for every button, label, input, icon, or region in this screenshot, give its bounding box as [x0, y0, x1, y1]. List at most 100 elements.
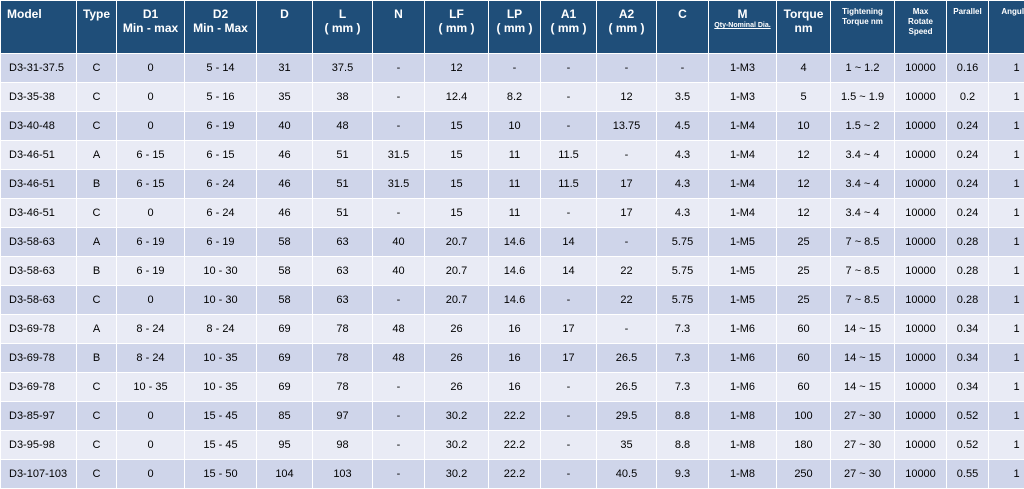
cell-torque: 5	[776, 82, 831, 112]
cell-tightening-torque: 1.5 ~ 1.9	[830, 82, 895, 112]
col-header-m: M Qty-Nominal Dia.	[708, 0, 777, 54]
col-header-angular: Angular	[988, 0, 1024, 54]
cell-n: -	[372, 285, 425, 315]
table-row: D3-58-63 B 6 - 19 10 - 30 58 63 40 20.7 14.6 14 22…	[0, 256, 1024, 286]
cell-lf: 30.2	[424, 459, 489, 489]
cell-d1: 8 - 24	[116, 314, 185, 344]
cell-lp: 22.2	[488, 459, 541, 489]
cell-d2: 5 - 14	[184, 53, 257, 83]
cell-d: 46	[256, 198, 313, 228]
table-row: D3-85-97 C 0 15 - 45 85 97-30.2 22.2-29.5 8.8 1-…	[0, 401, 1024, 431]
cell-l: 103	[312, 459, 373, 489]
cell-max-rotate-speed: 10000	[894, 227, 947, 257]
cell-a1: 11.5	[540, 140, 597, 170]
cell-l: 51	[312, 140, 373, 170]
cell-a1: 17	[540, 314, 597, 344]
cell-d1: 0	[116, 111, 185, 141]
cell-lf: 30.2	[424, 430, 489, 460]
col-header-n: N	[372, 0, 425, 54]
cell-d: 46	[256, 169, 313, 199]
cell-a2: 22	[596, 285, 657, 315]
cell-d1: 10 - 35	[116, 372, 185, 402]
cell-model: D3-58-63	[0, 285, 77, 315]
cell-a2: 40.5	[596, 459, 657, 489]
cell-lp: 8.2	[488, 82, 541, 112]
cell-tightening-torque: 27 ~ 30	[830, 401, 895, 431]
cell-angular: 1	[988, 227, 1024, 257]
cell-lf: 15	[424, 140, 489, 170]
table-row: D3-107-103 C 0 15 - 50 104 103-30.2 22.2-40.5 9…	[0, 459, 1024, 489]
cell-d: 69	[256, 314, 313, 344]
cell-type: C	[76, 82, 117, 112]
cell-a1: 11.5	[540, 169, 597, 199]
cell-angular: 1	[988, 459, 1024, 489]
cell-tightening-torque: 1 ~ 1.2	[830, 53, 895, 83]
cell-max-rotate-speed: 10000	[894, 53, 947, 83]
table-row: D3-95-98 C 0 15 - 45 95 98-30.2 22.2-35 8.8 1-M8…	[0, 430, 1024, 460]
cell-torque: 12	[776, 140, 831, 170]
cell-lf: 20.7	[424, 256, 489, 286]
cell-d2: 5 - 16	[184, 82, 257, 112]
cell-angular: 1	[988, 53, 1024, 83]
cell-l: 37.5	[312, 53, 373, 83]
cell-type: A	[76, 227, 117, 257]
cell-angular: 1	[988, 82, 1024, 112]
cell-n: 31.5	[372, 169, 425, 199]
table-row: D3-35-38 C 0 5 - 16 35 38-12.4 8.2-12 3.5 1-M3 5 1…	[0, 82, 1024, 112]
cell-c: 9.3	[656, 459, 709, 489]
cell-d2: 6 - 15	[184, 140, 257, 170]
cell-d: 95	[256, 430, 313, 460]
cell-type: C	[76, 285, 117, 315]
cell-parallel: 0.24	[946, 198, 989, 228]
cell-c: 5.75	[656, 256, 709, 286]
cell-angular: 1	[988, 140, 1024, 170]
cell-angular: 1	[988, 285, 1024, 315]
cell-parallel: 0.55	[946, 459, 989, 489]
cell-model: D3-31-37.5	[0, 53, 77, 83]
cell-tightening-torque: 7 ~ 8.5	[830, 227, 895, 257]
cell-a1: -	[540, 285, 597, 315]
cell-d2: 8 - 24	[184, 314, 257, 344]
cell-d1: 6 - 19	[116, 256, 185, 286]
cell-d2: 6 - 19	[184, 227, 257, 257]
table-row: D3-69-78 B 8 - 24 10 - 35 69 78 48 26 16 17 26.5 7.…	[0, 343, 1024, 373]
cell-angular: 1	[988, 343, 1024, 373]
cell-c: 8.8	[656, 430, 709, 460]
cell-torque: 12	[776, 198, 831, 228]
cell-l: 38	[312, 82, 373, 112]
cell-a1: -	[540, 459, 597, 489]
cell-l: 78	[312, 372, 373, 402]
col-header-lf: LF( mm )	[424, 0, 489, 54]
cell-parallel: 0.34	[946, 343, 989, 373]
cell-c: 4.3	[656, 169, 709, 199]
cell-type: B	[76, 343, 117, 373]
cell-d: 46	[256, 140, 313, 170]
cell-d2: 10 - 30	[184, 256, 257, 286]
cell-lp: 11	[488, 140, 541, 170]
cell-d2: 15 - 45	[184, 430, 257, 460]
cell-d: 58	[256, 285, 313, 315]
cell-max-rotate-speed: 10000	[894, 401, 947, 431]
cell-lp: 16	[488, 343, 541, 373]
cell-l: 51	[312, 198, 373, 228]
col-header-torque: Torque nm	[776, 0, 831, 54]
cell-l: 97	[312, 401, 373, 431]
cell-lf: 15	[424, 169, 489, 199]
cell-c: -	[656, 53, 709, 83]
cell-a2: 12	[596, 82, 657, 112]
cell-torque: 180	[776, 430, 831, 460]
cell-c: 4.3	[656, 140, 709, 170]
cell-lp: 22.2	[488, 401, 541, 431]
table-row: D3-46-51 A 6 - 15 6 - 15 46 51 31.5 15 11 11.5-4.…	[0, 140, 1024, 170]
table-row: D3-40-48 C 0 6 - 19 40 48-15 10-13.75 4.5 1-M4 10…	[0, 111, 1024, 141]
cell-torque: 12	[776, 169, 831, 199]
cell-l: 98	[312, 430, 373, 460]
cell-model: D3-107-103	[0, 459, 77, 489]
table-row: D3-58-63 A 6 - 19 6 - 19 58 63 40 20.7 14.6 14-5.…	[0, 227, 1024, 257]
cell-d1: 0	[116, 430, 185, 460]
cell-lf: 26	[424, 314, 489, 344]
cell-parallel: 0.2	[946, 82, 989, 112]
cell-a2: -	[596, 53, 657, 83]
cell-angular: 1	[988, 372, 1024, 402]
cell-a1: 14	[540, 227, 597, 257]
